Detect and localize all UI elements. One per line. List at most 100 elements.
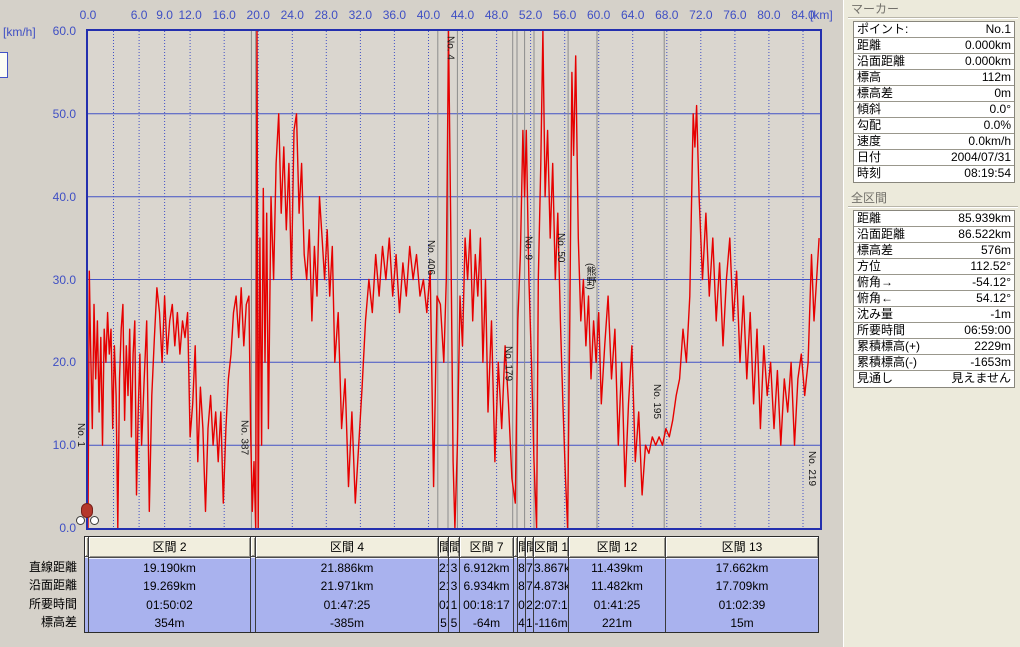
panel-row-value: 08:19:54 bbox=[964, 166, 1011, 180]
panel-row-value: 0.000km bbox=[964, 54, 1011, 68]
panel-row-value: 2004/07/31 bbox=[950, 150, 1011, 164]
x-tick-label: 52.0 bbox=[518, 8, 543, 22]
segment-cell: 17.709km bbox=[715, 579, 769, 594]
summary-panel: 距離 85.939km 沿面距離 86.522km 標高差 576m 方位 112.52° 俯角… bbox=[853, 210, 1015, 388]
panel-row: 累積標高(+) 2229m bbox=[854, 339, 1014, 355]
segment-cell bbox=[251, 614, 255, 632]
panel-row-value: -54.12° bbox=[972, 275, 1011, 289]
panel-row-label: 時刻 bbox=[857, 166, 882, 180]
x-tick-label: 48.0 bbox=[484, 8, 509, 22]
panel-row: 標高 112m bbox=[854, 70, 1014, 86]
panel-row: 累積標高(-) -1653m bbox=[854, 355, 1014, 371]
segment-cell: -116m bbox=[534, 616, 568, 631]
panel-row-value: -1653m bbox=[970, 355, 1011, 369]
panel-row-value: 0.0% bbox=[983, 118, 1011, 132]
segment-column: 間 8 8 0 4 bbox=[518, 537, 526, 632]
segment-cell: 11.439km bbox=[591, 561, 643, 575]
segment-header[interactable] bbox=[85, 537, 88, 558]
segment-row-label: 標高差 bbox=[40, 615, 77, 630]
segment-header[interactable]: 間 bbox=[526, 537, 533, 558]
segment-cell: 0 bbox=[518, 597, 525, 612]
segment-header[interactable]: 間 bbox=[439, 537, 448, 558]
segment-cell: 5 bbox=[440, 616, 447, 631]
segment-header[interactable]: 区間 13 bbox=[666, 537, 818, 558]
panel-row-value: 0.0km/h bbox=[968, 134, 1011, 148]
segment-column bbox=[85, 537, 89, 632]
speed-profile-plot[interactable]: No. 1 No. 387 No. 406 No. 4 No. 179 No. 9 No. … bbox=[75, 29, 822, 530]
segment-cell: 7 bbox=[526, 579, 533, 594]
segment-body: 3 3 1 5 bbox=[449, 558, 459, 632]
segment-cell bbox=[85, 595, 88, 613]
panel-row-label: 標高差 bbox=[857, 86, 894, 100]
panel-row-label: 速度 bbox=[857, 134, 882, 148]
panel-row-value: 86.522km bbox=[958, 227, 1011, 241]
segment-cell bbox=[85, 577, 88, 595]
segment-column bbox=[514, 537, 518, 632]
panel-row: 距離 85.939km bbox=[854, 211, 1014, 227]
panel-row: 俯角← 54.12° bbox=[854, 291, 1014, 307]
x-tick-label: 40.0 bbox=[416, 8, 441, 22]
panel-row-value: 112.52° bbox=[970, 259, 1011, 273]
panel-row: 距離 0.000km bbox=[854, 38, 1014, 54]
segment-cell: 15m bbox=[730, 616, 754, 631]
current-marker-icon[interactable] bbox=[76, 503, 103, 531]
segment-body: 7 7 2 17 bbox=[526, 558, 533, 632]
segment-header[interactable]: 区間 7 bbox=[460, 537, 513, 558]
segment-header[interactable]: 間 bbox=[518, 537, 525, 558]
segment-body: 21.886km 21.971km 01:47:25 -385m bbox=[256, 558, 438, 632]
waypoint-label: No. 4 bbox=[444, 36, 456, 60]
x-tick-label: 36.0 bbox=[382, 8, 407, 22]
segment-cell: 3 bbox=[450, 561, 458, 575]
segment-header[interactable]: 区間 2 bbox=[89, 537, 250, 558]
panel-row: 傾斜 0.0° bbox=[854, 102, 1014, 118]
x-tick-label: 64.0 bbox=[621, 8, 645, 22]
segment-cell: 21.886km bbox=[320, 561, 374, 575]
panel-row-label: 累積標高(-) bbox=[857, 355, 917, 369]
segment-cell: 6.934km bbox=[463, 579, 510, 594]
x-tick-label: 16.0 bbox=[212, 8, 236, 22]
segment-column: 間 7 7 2 17 bbox=[526, 537, 534, 632]
summary-panel-title: 全区間 bbox=[848, 191, 1018, 207]
panel-row-label: 勾配 bbox=[857, 118, 882, 132]
segment-table-row-labels: 直線距離 沿面距離 所要時間 標高差 bbox=[0, 558, 80, 632]
segment-header[interactable]: 区間 4 bbox=[256, 537, 438, 558]
segment-cell: 21 bbox=[439, 579, 448, 594]
segment-cell: 21.971km bbox=[320, 579, 374, 594]
segment-header[interactable]: 区間 1 bbox=[534, 537, 568, 558]
panel-row-value: 0m bbox=[994, 86, 1011, 100]
segment-header[interactable] bbox=[251, 537, 255, 558]
segment-cell: 3.867k bbox=[534, 561, 569, 575]
x-tick-label: 80.0 bbox=[757, 8, 781, 22]
panel-row-label: 俯角← bbox=[857, 291, 894, 305]
window-fragment bbox=[0, 52, 8, 78]
speed-profile-canvas[interactable] bbox=[88, 31, 820, 528]
segment-row-label: 所要時間 bbox=[28, 596, 77, 611]
x-tick-label: 68.0 bbox=[655, 8, 679, 22]
panel-row: ポイント: No.1 bbox=[854, 22, 1014, 38]
y-tick-label: 10.0 bbox=[52, 438, 76, 453]
info-sidebar: マーカー ポイント: No.1 距離 0.000km 沿面距離 0.000km 標高 112m… bbox=[843, 0, 1020, 647]
panel-row-value: 54.12° bbox=[976, 291, 1011, 305]
segment-cell: 4.873k bbox=[534, 579, 569, 594]
segment-cell: 221m bbox=[601, 616, 633, 631]
segment-table: 区間 2 19.190km 19.269km 01:50:02 354m 区間 4 21.8… bbox=[84, 536, 819, 633]
segment-column: 間 21 21 02 5 bbox=[439, 537, 449, 632]
segment-body bbox=[514, 557, 517, 632]
segment-cell: 19.190km bbox=[143, 561, 196, 575]
panel-row-label: ポイント: bbox=[857, 22, 909, 36]
panel-row-label: 累積標高(+) bbox=[857, 339, 921, 353]
panel-row-value: 2229m bbox=[974, 339, 1011, 353]
segment-cell: 19.269km bbox=[143, 579, 196, 594]
marker-wheel-icon bbox=[90, 516, 99, 525]
segment-header[interactable]: 区間 12 bbox=[569, 537, 665, 558]
segment-cell bbox=[514, 577, 517, 595]
segment-header[interactable] bbox=[514, 537, 517, 558]
segment-column: 区間 2 19.190km 19.269km 01:50:02 354m bbox=[89, 537, 251, 632]
segment-header[interactable]: 間 bbox=[449, 537, 459, 558]
panel-row-label: 俯角→ bbox=[857, 275, 894, 289]
panel-row-label: 沈み量 bbox=[857, 307, 894, 321]
segment-body: 6.912km 6.934km 00:18:17 -64m bbox=[460, 558, 513, 632]
panel-row-value: 85.939km bbox=[958, 211, 1011, 225]
segment-body: 19.190km 19.269km 01:50:02 354m bbox=[89, 558, 250, 632]
